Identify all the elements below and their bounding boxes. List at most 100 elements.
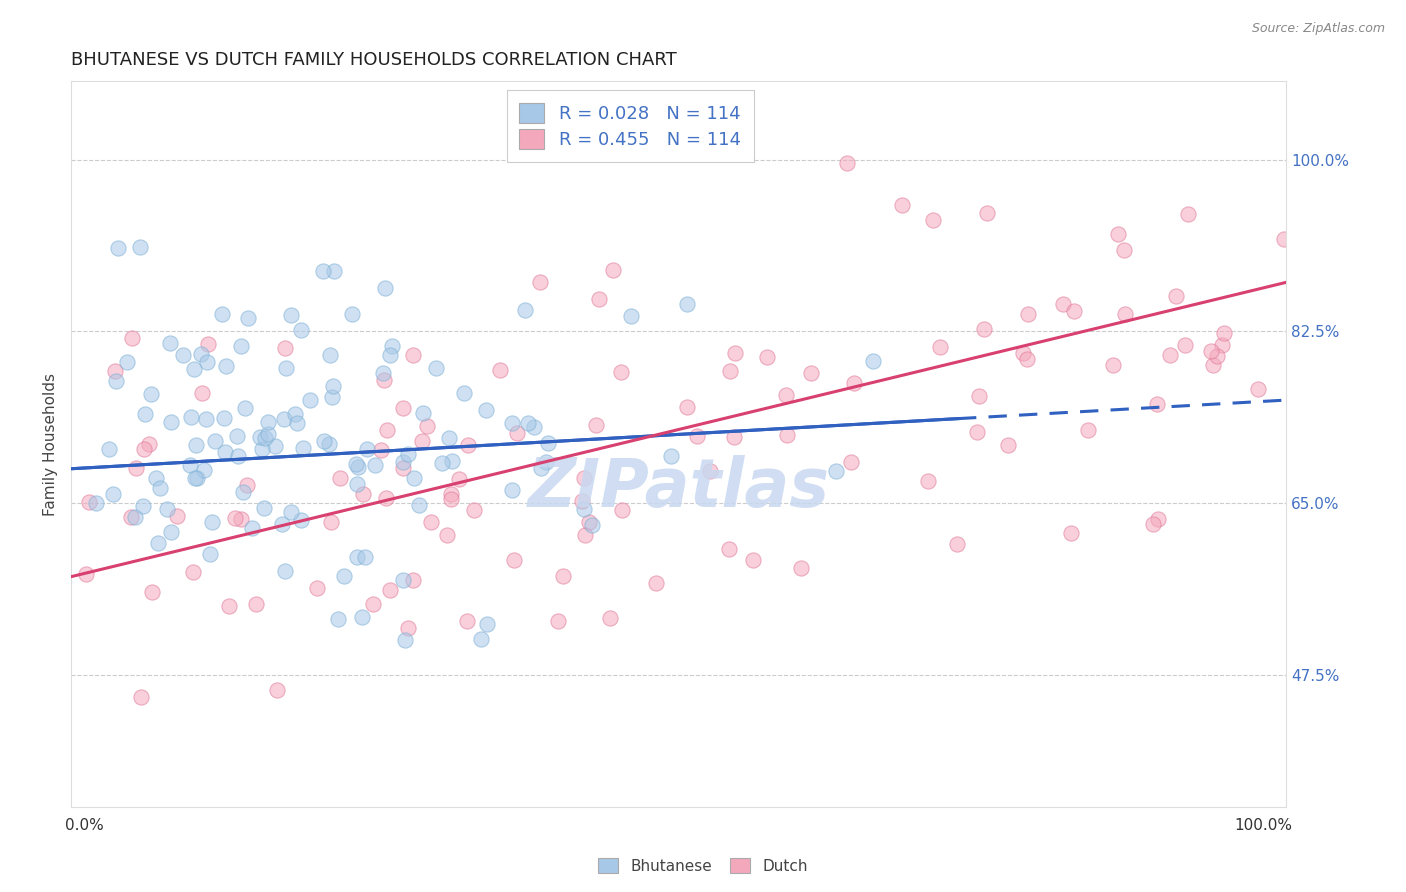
Bhutanese: [198, 547, 221, 561]
Dutch: [392, 401, 415, 416]
Dutch: [929, 340, 952, 354]
Legend: R = 0.028   N = 114, R = 0.455   N = 114: R = 0.028 N = 114, R = 0.455 N = 114: [506, 90, 754, 161]
Bhutanese: [200, 516, 222, 530]
Bhutanese: [128, 240, 150, 254]
Bhutanese: [322, 264, 344, 278]
Bhutanese: [513, 302, 536, 317]
Bhutanese: [101, 486, 124, 500]
Dutch: [236, 478, 259, 492]
Bhutanese: [516, 416, 538, 430]
Dutch: [396, 621, 419, 635]
Bhutanese: [537, 436, 560, 450]
Bhutanese: [374, 281, 396, 295]
Bhutanese: [285, 417, 308, 431]
Dutch: [229, 512, 252, 526]
Bhutanese: [280, 309, 302, 323]
Dutch: [756, 351, 779, 365]
Dutch: [529, 276, 551, 290]
Bhutanese: [159, 335, 181, 350]
Bhutanese: [204, 434, 226, 449]
Dutch: [274, 341, 297, 355]
Dutch: [574, 527, 596, 541]
Bhutanese: [149, 481, 172, 495]
Bhutanese: [364, 458, 387, 472]
Legend: Bhutanese, Dutch: Bhutanese, Dutch: [592, 852, 814, 880]
Bhutanese: [291, 441, 314, 455]
Dutch: [917, 474, 939, 488]
Dutch: [1159, 348, 1181, 362]
Dutch: [1174, 338, 1197, 352]
Dutch: [506, 425, 529, 440]
Dutch: [610, 503, 633, 517]
Bhutanese: [441, 453, 464, 467]
Dutch: [197, 337, 219, 351]
Dutch: [578, 516, 600, 530]
Dutch: [138, 437, 160, 451]
Dutch: [790, 560, 813, 574]
Dutch: [375, 423, 398, 437]
Bhutanese: [253, 431, 276, 445]
Dutch: [547, 614, 569, 628]
Bhutanese: [344, 458, 367, 472]
Bhutanese: [312, 263, 335, 277]
Bhutanese: [290, 513, 312, 527]
Bhutanese: [271, 516, 294, 531]
Dutch: [675, 400, 697, 414]
Dutch: [121, 331, 143, 345]
Text: BHUTANESE VS DUTCH FAMILY HOUSEHOLDS CORRELATION CHART: BHUTANESE VS DUTCH FAMILY HOUSEHOLDS COR…: [72, 51, 678, 69]
Dutch: [686, 428, 709, 442]
Dutch: [609, 365, 631, 379]
Dutch: [966, 425, 988, 439]
Bhutanese: [356, 442, 378, 456]
Dutch: [997, 438, 1019, 452]
Dutch: [599, 610, 621, 624]
Dutch: [572, 471, 595, 485]
Bhutanese: [194, 411, 217, 425]
Dutch: [439, 487, 461, 501]
Dutch: [420, 515, 443, 529]
Dutch: [392, 460, 415, 475]
Y-axis label: Family Households: Family Households: [44, 373, 58, 516]
Dutch: [946, 537, 969, 551]
Dutch: [1201, 344, 1223, 359]
Bhutanese: [824, 464, 846, 478]
Dutch: [191, 386, 214, 401]
Bhutanese: [322, 378, 344, 392]
Dutch: [224, 511, 246, 525]
Dutch: [1202, 358, 1225, 372]
Bhutanese: [212, 411, 235, 425]
Bhutanese: [215, 359, 238, 374]
Dutch: [976, 206, 998, 220]
Dutch: [129, 690, 152, 705]
Bhutanese: [371, 366, 394, 380]
Dutch: [77, 495, 100, 509]
Dutch: [891, 198, 914, 212]
Dutch: [800, 367, 823, 381]
Dutch: [1011, 345, 1033, 359]
Bhutanese: [172, 348, 194, 362]
Bhutanese: [228, 449, 250, 463]
Bhutanese: [392, 455, 415, 469]
Bhutanese: [347, 460, 370, 475]
Dutch: [463, 503, 485, 517]
Dutch: [967, 389, 990, 403]
Dutch: [1146, 397, 1168, 411]
Dutch: [776, 428, 799, 442]
Bhutanese: [430, 456, 453, 470]
Dutch: [1114, 307, 1136, 321]
Bhutanese: [319, 348, 342, 362]
Dutch: [1164, 289, 1187, 303]
Dutch: [922, 212, 945, 227]
Bhutanese: [97, 442, 120, 456]
Bhutanese: [381, 339, 404, 353]
Dutch: [775, 387, 797, 401]
Bhutanese: [318, 437, 340, 451]
Bhutanese: [284, 407, 307, 421]
Bhutanese: [620, 309, 643, 323]
Dutch: [1063, 304, 1085, 318]
Dutch: [1101, 358, 1123, 372]
Bhutanese: [186, 471, 208, 485]
Dutch: [166, 508, 188, 523]
Dutch: [120, 509, 142, 524]
Dutch: [457, 438, 479, 452]
